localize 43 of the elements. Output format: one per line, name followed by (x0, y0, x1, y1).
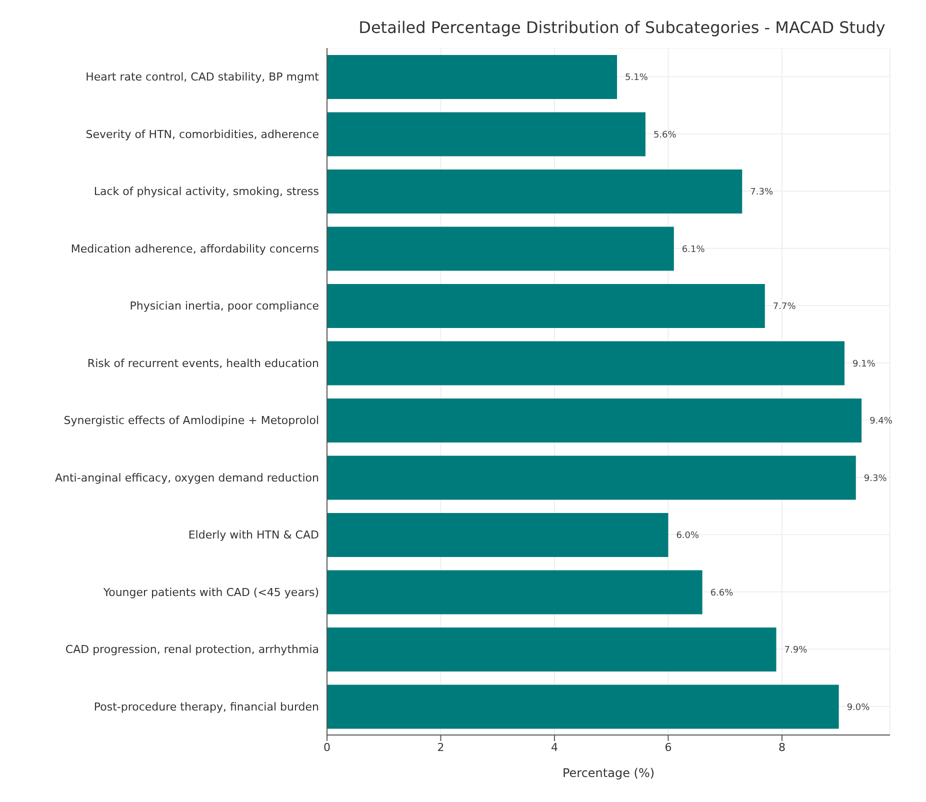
data-label: 9.4% (870, 416, 893, 427)
data-label: 9.1% (852, 359, 876, 370)
y-tick-label: Younger patients with CAD (<45 years) (102, 586, 319, 599)
data-label: 5.6% (653, 130, 677, 140)
x-axis-title: Percentage (%) (562, 766, 655, 780)
x-tick-label: 8 (778, 740, 786, 754)
data-label: 7.9% (784, 646, 808, 656)
data-label: 7.3% (750, 188, 774, 198)
bar (327, 226, 674, 271)
bar (327, 513, 668, 557)
bar (327, 570, 702, 614)
bar (327, 170, 742, 214)
bar (327, 341, 845, 386)
x-tick-label: 0 (324, 740, 330, 754)
bar (327, 628, 776, 672)
bar (327, 684, 839, 729)
chart-title: Detailed Percentage Distribution of Subcategories - MACAD Study (358, 17, 886, 39)
bar (327, 112, 646, 156)
data-label: 9.3% (864, 474, 888, 484)
y-tick-label: Heart rate control, CAD stability, BP mgmt (86, 70, 320, 84)
y-tick-label: Risk of recurrent events, health education (87, 356, 320, 370)
x-tick-label: 6 (664, 740, 672, 754)
y-tick-label: Anti-anginal efficacy, oxygen demand reduction (55, 471, 320, 484)
y-tick-label: Physician inertia, poor compliance (130, 300, 320, 313)
y-tick-label: Elderly with HTN & CAD (188, 528, 319, 542)
x-tick-label: 2 (437, 740, 444, 754)
bar (327, 456, 856, 500)
data-label: 6.0% (676, 531, 700, 542)
x-tick-label: 4 (550, 740, 558, 754)
y-tick-label: Synergistic effects of Amlodipine + Metoprolol (64, 414, 319, 428)
y-tick-label: Severity of HTN, comorbidities, adherence (86, 128, 320, 141)
data-label: 5.1% (625, 73, 648, 84)
data-label: 6.1% (682, 244, 706, 255)
y-tick-label: Medication adherence, affordability concerns (70, 242, 320, 256)
y-tick-label: Lack of physical activity, smoking, stress (94, 185, 320, 198)
data-label: 7.7% (772, 302, 796, 312)
data-label: 6.6% (710, 588, 734, 598)
y-tick-label: Post-procedure therapy, financial burden (94, 700, 320, 714)
data-label: 9.0% (846, 702, 870, 713)
y-tick-label: CAD progression, renal protection, arrhythmia (65, 643, 319, 656)
bar (327, 55, 618, 99)
bar (327, 284, 765, 328)
bar (327, 398, 862, 442)
